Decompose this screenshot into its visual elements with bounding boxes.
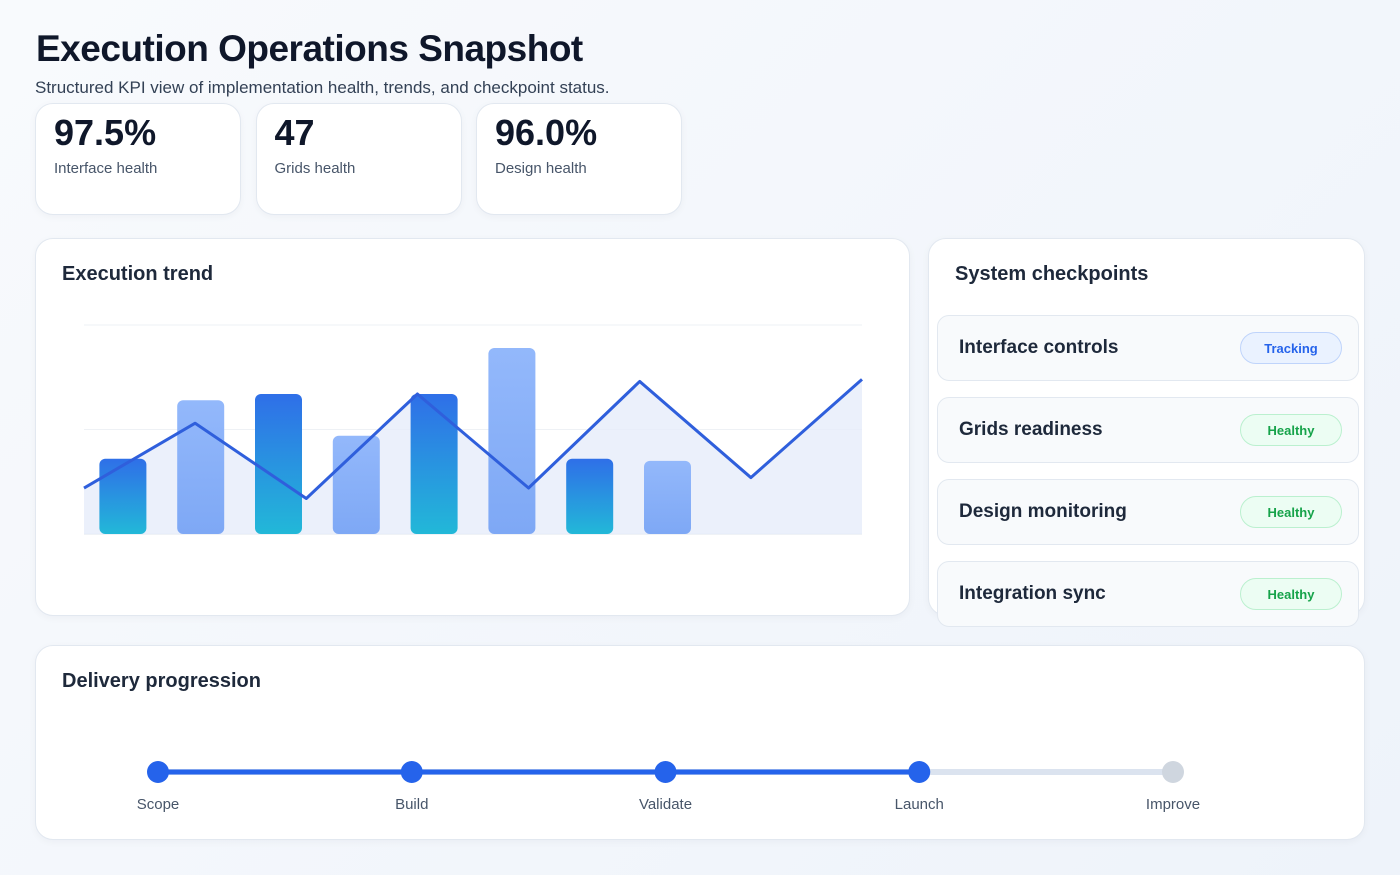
kpi-card: 96.0% Design health — [476, 103, 682, 215]
trend-chart — [83, 324, 863, 535]
checkpoint-name: Grids readiness — [959, 419, 1103, 440]
status-badge: Healthy — [1240, 414, 1342, 446]
timeline: Scope Build Validate Launch Improve — [137, 761, 1200, 813]
kpi-label: Interface health — [54, 160, 158, 177]
card-title: Delivery progression — [62, 670, 261, 692]
step-label: Build — [395, 796, 428, 813]
bar — [255, 393, 302, 534]
step-dot — [1162, 761, 1184, 783]
status-badge: Healthy — [1240, 578, 1342, 610]
bar — [644, 460, 691, 534]
kpi-value: 47 — [274, 112, 315, 153]
bar — [177, 400, 225, 534]
trend-card: Execution trend — [35, 238, 910, 616]
checkpoint-name: Design monitoring — [959, 501, 1127, 522]
bar — [488, 347, 536, 534]
kpi-card: 97.5% Interface health — [35, 103, 241, 215]
step-dot — [147, 761, 169, 783]
bar — [410, 393, 458, 534]
card-title: System checkpoints — [955, 263, 1149, 285]
checkpoint-row: Interface controls Tracking — [937, 315, 1359, 381]
checkpoint-name: Integration sync — [959, 583, 1106, 604]
bar — [332, 435, 380, 534]
bar — [99, 458, 147, 534]
step-label: Scope — [137, 796, 180, 813]
kpi-value: 97.5% — [54, 112, 157, 153]
kpi-label: Design health — [495, 160, 587, 177]
step-dot — [400, 761, 423, 783]
status-badge: Tracking — [1240, 332, 1342, 364]
checkpoints-card: System checkpoints Interface controls Tra… — [928, 238, 1365, 627]
step-label: Launch — [895, 796, 944, 813]
checkpoint-name: Interface controls — [959, 337, 1119, 358]
step-dot — [908, 761, 931, 783]
step-dot — [654, 761, 677, 783]
kpi-value: 96.0% — [495, 112, 598, 153]
checkpoint-row: Integration sync Healthy — [937, 561, 1359, 627]
page-subtitle: Structured KPI view of implementation he… — [35, 78, 610, 97]
bar — [566, 458, 614, 534]
trend-line — [83, 378, 863, 500]
step-label: Improve — [1146, 796, 1200, 813]
card-title: Execution trend — [62, 263, 214, 285]
delivery-card: Delivery progression Scope Build Validate L… — [35, 645, 1365, 840]
kpi-card: 47 Grids health — [255, 103, 462, 215]
checkpoint-row: Design monitoring Healthy — [937, 479, 1359, 545]
page-title: Execution Operations Snapshot — [36, 28, 583, 69]
step-label: Validate — [639, 796, 692, 813]
checkpoint-row: Grids readiness Healthy — [937, 397, 1359, 463]
kpi-label: Grids health — [274, 160, 356, 177]
status-badge: Healthy — [1240, 496, 1342, 528]
